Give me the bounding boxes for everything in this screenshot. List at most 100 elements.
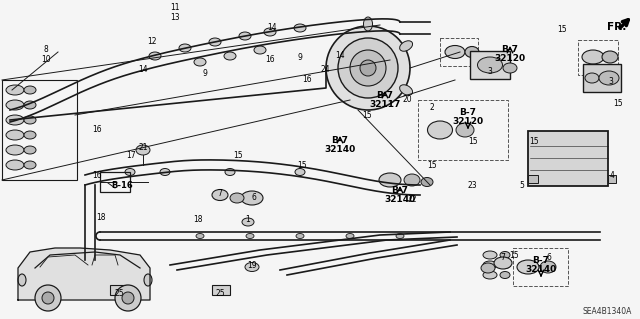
Circle shape xyxy=(42,292,54,304)
Text: B-7: B-7 xyxy=(392,186,408,195)
Bar xyxy=(528,130,608,186)
Circle shape xyxy=(115,285,141,311)
Ellipse shape xyxy=(144,274,152,286)
Text: 7: 7 xyxy=(218,189,223,197)
Text: B-7: B-7 xyxy=(532,256,550,265)
Text: B-7: B-7 xyxy=(502,45,518,54)
Ellipse shape xyxy=(194,58,206,66)
Text: 7: 7 xyxy=(500,253,506,262)
Ellipse shape xyxy=(602,51,618,63)
Text: B-16: B-16 xyxy=(111,181,133,190)
Text: 12: 12 xyxy=(147,38,157,47)
Ellipse shape xyxy=(483,251,497,259)
Ellipse shape xyxy=(503,63,517,73)
Polygon shape xyxy=(18,248,150,300)
Ellipse shape xyxy=(399,85,413,95)
Ellipse shape xyxy=(24,146,36,154)
Text: 9: 9 xyxy=(298,54,303,63)
Ellipse shape xyxy=(477,57,502,73)
Text: B-7: B-7 xyxy=(460,108,477,117)
Ellipse shape xyxy=(517,260,539,274)
Ellipse shape xyxy=(24,161,36,169)
Text: 1: 1 xyxy=(246,216,250,225)
Bar xyxy=(583,64,621,92)
Ellipse shape xyxy=(540,261,556,273)
Text: 8: 8 xyxy=(44,46,49,55)
Text: 32140: 32140 xyxy=(324,145,356,154)
Text: 15: 15 xyxy=(427,160,437,169)
Ellipse shape xyxy=(212,189,228,201)
Text: 16: 16 xyxy=(92,170,102,180)
Bar xyxy=(2,80,77,180)
Ellipse shape xyxy=(500,251,510,258)
Text: 4: 4 xyxy=(609,170,614,180)
Ellipse shape xyxy=(6,85,24,95)
Ellipse shape xyxy=(428,121,452,139)
Circle shape xyxy=(360,60,376,76)
Circle shape xyxy=(122,292,134,304)
Text: 15: 15 xyxy=(613,99,623,108)
Text: 16: 16 xyxy=(265,56,275,64)
Text: 23: 23 xyxy=(467,181,477,189)
Ellipse shape xyxy=(254,46,266,54)
Ellipse shape xyxy=(346,234,354,239)
Circle shape xyxy=(338,38,398,98)
Ellipse shape xyxy=(24,101,36,109)
Text: 10: 10 xyxy=(41,56,51,64)
Ellipse shape xyxy=(136,145,150,155)
Ellipse shape xyxy=(196,234,204,239)
Ellipse shape xyxy=(483,271,497,279)
Ellipse shape xyxy=(24,131,36,139)
Text: 18: 18 xyxy=(96,213,106,222)
Ellipse shape xyxy=(296,234,304,239)
Text: 15: 15 xyxy=(297,160,307,169)
Text: 14: 14 xyxy=(335,50,345,60)
Text: 15: 15 xyxy=(557,26,567,34)
Bar xyxy=(608,175,616,183)
Circle shape xyxy=(350,50,386,86)
Text: B-7: B-7 xyxy=(376,91,394,100)
Text: 22: 22 xyxy=(407,196,417,204)
Bar xyxy=(440,38,478,66)
Ellipse shape xyxy=(379,173,401,187)
Text: 15: 15 xyxy=(362,110,372,120)
Text: 15: 15 xyxy=(233,151,243,160)
Ellipse shape xyxy=(481,263,495,273)
Bar xyxy=(212,285,230,295)
Bar xyxy=(528,175,538,183)
Bar xyxy=(470,51,510,79)
Bar xyxy=(513,248,568,286)
Text: 13: 13 xyxy=(170,12,180,21)
Text: 2: 2 xyxy=(429,103,435,113)
Text: 25: 25 xyxy=(114,288,124,298)
Ellipse shape xyxy=(500,271,510,278)
Text: 24: 24 xyxy=(320,65,330,75)
Ellipse shape xyxy=(179,44,191,52)
Text: 25: 25 xyxy=(215,288,225,298)
Ellipse shape xyxy=(396,234,404,239)
Text: 3: 3 xyxy=(488,68,492,77)
Text: 18: 18 xyxy=(193,216,203,225)
Text: 15: 15 xyxy=(509,250,519,259)
Ellipse shape xyxy=(225,168,235,175)
Ellipse shape xyxy=(494,257,512,269)
Ellipse shape xyxy=(246,234,254,239)
Ellipse shape xyxy=(18,274,26,286)
Ellipse shape xyxy=(421,177,433,187)
Ellipse shape xyxy=(230,193,244,203)
Ellipse shape xyxy=(239,32,251,40)
Text: 14: 14 xyxy=(138,65,148,75)
Ellipse shape xyxy=(6,130,24,140)
Ellipse shape xyxy=(465,47,479,57)
Text: 32117: 32117 xyxy=(369,100,401,109)
Ellipse shape xyxy=(582,50,604,64)
Bar xyxy=(578,40,618,75)
Ellipse shape xyxy=(149,52,161,60)
Ellipse shape xyxy=(245,263,259,271)
Circle shape xyxy=(35,285,61,311)
Text: FR.: FR. xyxy=(607,22,627,32)
Ellipse shape xyxy=(294,24,306,32)
Text: 21: 21 xyxy=(138,144,148,152)
Bar xyxy=(418,100,508,160)
Bar xyxy=(110,285,128,295)
